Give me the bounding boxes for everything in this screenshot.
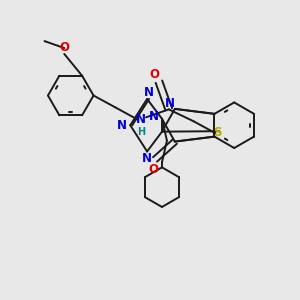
Text: N: N [136, 113, 146, 126]
Text: N: N [165, 98, 175, 110]
Text: N: N [117, 119, 127, 132]
Text: N: N [149, 110, 159, 123]
Text: O: O [149, 68, 159, 81]
Text: S: S [213, 126, 222, 139]
Text: O: O [59, 40, 69, 53]
Text: N: N [142, 152, 152, 165]
Text: O: O [148, 163, 158, 176]
Text: N: N [144, 85, 154, 98]
Text: H: H [137, 127, 145, 137]
